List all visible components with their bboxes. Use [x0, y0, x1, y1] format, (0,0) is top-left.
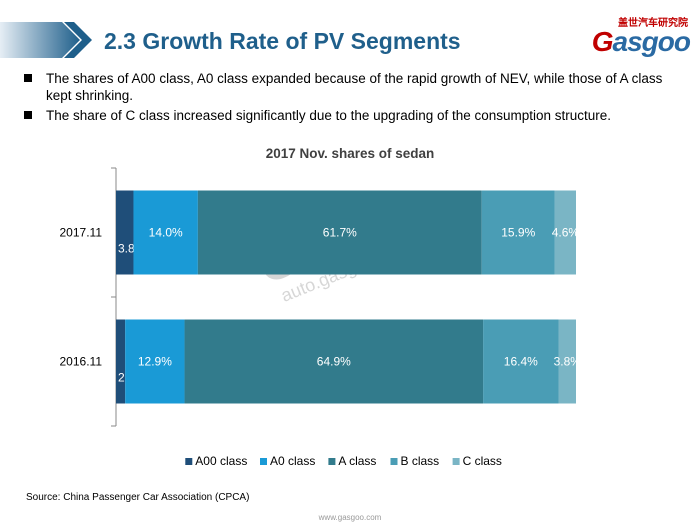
page-title: 2.3 Growth Rate of PV Segments	[104, 28, 461, 54]
gasgoo-logo: 盖世汽车研究院 Gasgoo	[580, 14, 691, 58]
bar-segment	[116, 190, 134, 275]
legend-entry: B class	[401, 454, 440, 468]
category-label: 2016.11	[60, 355, 103, 369]
data-label: 4.6%	[552, 226, 580, 240]
logo-text: Gasgoo	[591, 26, 691, 57]
source-note: Source: China Passenger Car Association …	[26, 492, 250, 503]
header-bar: 2.3 Growth Rate of PV Segments 盖世汽车研究院 G…	[0, 0, 700, 60]
legend-entry: A00 class	[195, 454, 247, 468]
bar-segment	[197, 190, 482, 275]
data-label: 64.9%	[317, 355, 351, 369]
data-label: 14.0%	[149, 226, 183, 240]
legend-swatch	[260, 458, 267, 465]
bar-segment	[133, 190, 198, 275]
header-arrow-graphic	[0, 22, 92, 58]
logo-cn-text: 盖世汽车研究院	[618, 18, 688, 29]
data-label: 16.4%	[504, 355, 538, 369]
data-label: 61.7%	[323, 226, 357, 240]
data-label: 15.9%	[501, 226, 535, 240]
bar-segment	[125, 319, 185, 404]
category-label: 2017.11	[60, 226, 103, 240]
legend-entry: C class	[463, 454, 502, 468]
bar-segment	[184, 319, 484, 404]
legend-entry: A class	[338, 454, 376, 468]
footer-url: www.gasgoo.com	[318, 513, 382, 522]
bar-segment	[483, 319, 559, 404]
data-label: 3.8%	[554, 355, 582, 369]
bullet-square-icon	[24, 111, 32, 119]
bar-segment	[481, 190, 555, 275]
bullet-square-icon	[24, 74, 32, 82]
bullet-text: The shares of A00 class, A0 class expand…	[46, 71, 663, 103]
legend-swatch	[452, 458, 460, 465]
legend-entry: A0 class	[270, 454, 315, 468]
bullet-item: The share of C class increased significa…	[22, 107, 672, 124]
legend-swatch	[390, 458, 398, 465]
bar-segment	[116, 319, 126, 404]
bar-segment	[554, 190, 576, 275]
bullet-item: The shares of A00 class, A0 class expand…	[22, 70, 672, 104]
bar-segment	[558, 319, 576, 404]
bullet-text: The share of C class increased significa…	[46, 108, 612, 123]
legend-swatch	[185, 458, 193, 465]
data-label: 12.9%	[138, 355, 172, 369]
legend-swatch	[328, 458, 336, 465]
chart-title: 2017 Nov. shares of sedan	[265, 146, 435, 161]
bullet-list: The shares of A00 class, A0 class expand…	[22, 70, 672, 127]
